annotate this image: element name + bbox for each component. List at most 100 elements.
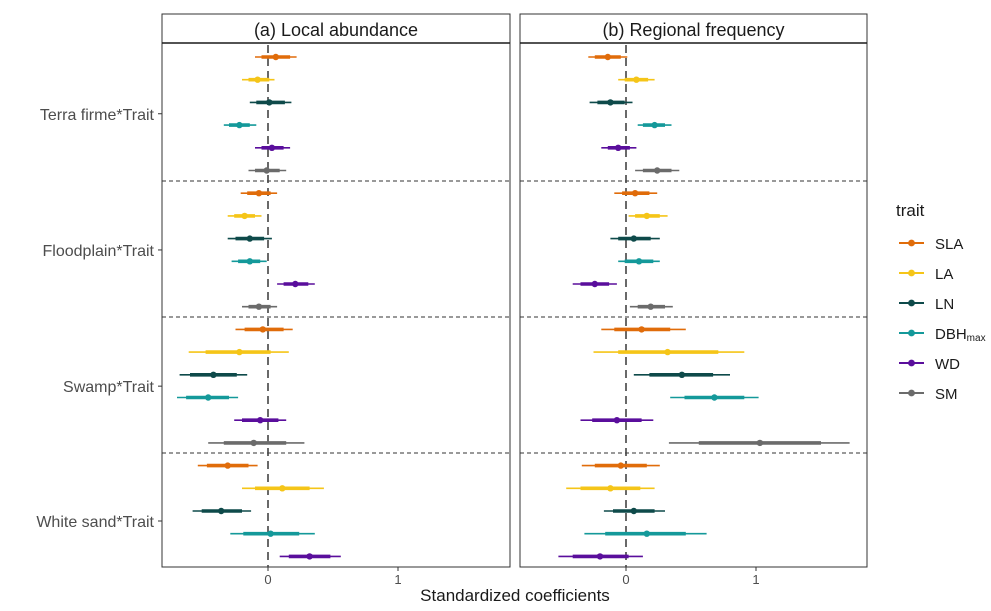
estimate-wd <box>572 280 617 288</box>
estimate-dbhmax <box>230 530 315 537</box>
point-estimate <box>643 530 650 537</box>
estimate-la <box>593 348 745 356</box>
point-estimate <box>257 417 264 424</box>
estimate-wd <box>234 417 287 424</box>
estimate-ln <box>179 371 248 378</box>
x-tick-label: 0 <box>622 572 629 587</box>
estimate-dbhmax <box>584 530 707 537</box>
estimate-dbhmax <box>177 394 239 401</box>
point-estimate <box>236 121 243 129</box>
estimate-sla <box>235 326 293 333</box>
point-estimate <box>268 144 276 151</box>
point-estimate <box>613 417 621 424</box>
point-estimate <box>633 76 640 83</box>
point-estimate <box>643 212 650 220</box>
estimate-la <box>618 76 655 83</box>
legend-label: DBHmax <box>935 326 986 344</box>
point-estimate <box>263 167 270 174</box>
x-tick-label: 0 <box>264 572 271 587</box>
legend-title: trait <box>896 201 925 220</box>
point-estimate <box>651 121 658 129</box>
point-estimate <box>638 326 645 333</box>
panel-regional-frequency: (b) Regional frequency 0 1 <box>519 13 868 587</box>
group-label: White sand*Trait <box>36 514 154 531</box>
point-estimate <box>756 439 764 447</box>
point-estimate <box>591 280 598 288</box>
point-estimate <box>210 371 217 378</box>
estimate-dbhmax <box>231 258 267 265</box>
estimate-sla <box>601 326 686 333</box>
estimate-sla <box>240 190 278 197</box>
estimate-la <box>566 485 655 492</box>
estimate-wd <box>279 553 341 560</box>
point-estimate <box>664 348 671 356</box>
estimate-sla <box>614 190 658 197</box>
point-estimate <box>647 303 654 310</box>
estimate-sla <box>588 53 628 61</box>
point-estimate <box>267 530 274 537</box>
point-estimate <box>292 280 299 288</box>
estimate-dbhmax <box>637 121 672 129</box>
point-estimate <box>635 258 643 265</box>
point-estimate <box>254 76 261 83</box>
group-label: Floodplain*Trait <box>43 243 155 260</box>
estimate-wd <box>277 280 315 288</box>
point-estimate <box>596 553 604 560</box>
estimate-wd <box>255 144 291 151</box>
estimate-la <box>188 348 289 356</box>
legend-item-sm: SM <box>899 386 958 403</box>
legend-label: LA <box>935 266 953 283</box>
estimate-sm <box>248 167 287 174</box>
group-label: Swamp*Trait <box>63 379 155 396</box>
point-estimate <box>711 394 718 401</box>
estimate-sm <box>242 303 278 310</box>
group-label: Terra firme*Trait <box>40 107 155 124</box>
legend-item-ln: LN <box>899 296 954 313</box>
point-estimate <box>604 53 611 61</box>
point-estimate <box>255 190 263 197</box>
point-estimate <box>259 326 266 333</box>
legend-label: SLA <box>935 236 963 253</box>
estimate-ln <box>610 235 660 242</box>
legend-key-point <box>908 359 915 367</box>
x-tick-label: 1 <box>394 572 401 587</box>
point-estimate <box>631 190 639 197</box>
legend-label-subscript: max <box>967 333 986 344</box>
point-estimate <box>607 485 614 492</box>
point-estimate <box>246 258 253 265</box>
estimate-la <box>628 212 668 220</box>
point-estimate <box>224 462 231 469</box>
panel-frame <box>161 13 511 568</box>
estimate-sla <box>197 462 258 469</box>
legend-label: WD <box>935 356 960 373</box>
point-estimate <box>255 303 263 310</box>
estimate-ln <box>249 99 292 106</box>
legend-label: LN <box>935 296 954 313</box>
point-estimate <box>246 235 253 242</box>
x-tick-label: 1 <box>752 572 759 587</box>
legend-item-dbhmax: DBHmax <box>899 326 986 344</box>
estimate-ln <box>192 507 252 515</box>
legend-item-wd: WD <box>899 356 960 373</box>
legend-key-point <box>908 239 915 247</box>
legend-key-point <box>908 389 915 397</box>
estimate-wd <box>580 417 654 424</box>
panel-title: (a) Local abundance <box>254 20 418 40</box>
estimate-sm <box>208 439 305 447</box>
estimate-ln <box>589 99 633 106</box>
estimate-la <box>227 212 262 220</box>
estimate-ln <box>633 371 730 378</box>
legend-item-sla: SLA <box>899 236 963 253</box>
x-axis-label: Standardized coefficients <box>420 586 610 605</box>
legend-label: SM <box>935 386 958 403</box>
point-estimate <box>306 553 313 560</box>
point-estimate <box>607 99 614 106</box>
estimate-ln <box>603 507 665 515</box>
panel-local-abundance: (a) Local abundance 0 1 <box>161 13 511 587</box>
legend-key-point <box>908 299 915 307</box>
point-estimate <box>241 212 248 220</box>
legend: trait SLA LA LN DBHmax WD SM <box>896 201 986 403</box>
panel-frame <box>519 13 868 568</box>
point-estimate <box>279 485 286 492</box>
estimate-dbhmax <box>618 258 660 265</box>
